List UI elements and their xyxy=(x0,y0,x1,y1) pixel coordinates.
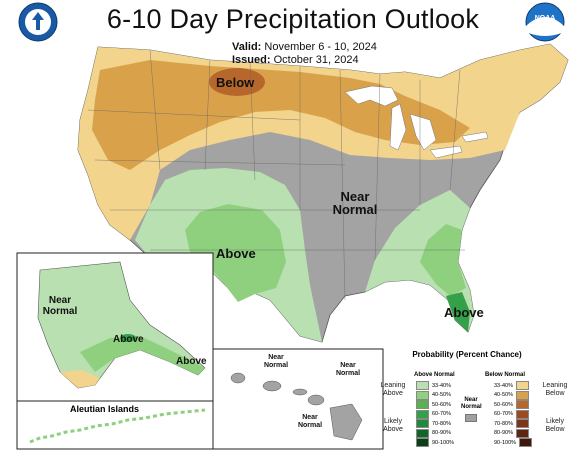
legend-below-row: 40-50% xyxy=(494,390,529,400)
legend-above-row: 60-70% xyxy=(416,409,451,419)
legend-below-row: 50-60% xyxy=(494,400,529,409)
legend-below-swatch xyxy=(515,419,529,428)
valid-dates: November 6 - 10, 2024 xyxy=(264,41,377,53)
hawaii-label-2: Near Normal xyxy=(335,362,361,377)
legend-below-range: 80-90% xyxy=(494,430,513,436)
legend-below-swatch xyxy=(519,438,533,447)
legend-above-swatch xyxy=(416,438,429,447)
legend-likely-below: Likely Below xyxy=(545,418,565,433)
legend-title: Probability (Percent Chance) xyxy=(412,350,522,359)
above-40-50-sw xyxy=(185,204,286,302)
great-lakes xyxy=(344,85,489,159)
noaa-logo-icon: NOAA xyxy=(525,2,565,42)
legend-above-range: 80-90% xyxy=(432,430,451,436)
above-40-50-se xyxy=(420,224,466,296)
legend-above-row: 50-60% xyxy=(416,400,451,409)
issued-date: October 31, 2024 xyxy=(273,54,359,66)
legend-above-swatch xyxy=(416,390,429,400)
legend-below-range: 33-40% xyxy=(494,382,513,389)
legend-below-range: 50-60% xyxy=(494,401,513,408)
legend-above-range: 50-60% xyxy=(432,401,451,408)
alaska-label-above-2: Above xyxy=(176,356,207,367)
map-label-above-se: Above xyxy=(444,305,484,320)
legend-below-swatch xyxy=(515,428,529,438)
legend-below-swatch xyxy=(515,400,529,409)
aleutian-chain xyxy=(29,408,206,444)
alaska-above-core xyxy=(120,334,136,342)
alaska-leaning-below xyxy=(60,370,100,388)
legend-near-normal: Near Normal xyxy=(461,397,482,410)
legend-near-normal-swatch xyxy=(465,414,477,422)
legend-below-row: 70-80% xyxy=(494,419,529,428)
legend-above-swatch xyxy=(416,419,429,428)
aleutian-label: Aleutian Islands xyxy=(70,404,140,414)
alaska-label-above-1: Above xyxy=(113,334,144,345)
legend-below-row: 33-40% xyxy=(494,381,529,390)
legend-below-swatch xyxy=(515,390,529,400)
legend-above-swatch xyxy=(416,381,429,390)
legend-below-range: 70-80% xyxy=(494,420,513,427)
legend-below-range: 60-70% xyxy=(494,411,513,417)
legend-above-range: 40-50% xyxy=(432,392,451,398)
svg-text:NOAA: NOAA xyxy=(535,15,556,22)
legend-below-header: Below Normal xyxy=(485,372,526,378)
legend-above-range: 33-40% xyxy=(432,382,451,389)
legend-leaning-above: Leaning Above xyxy=(380,382,406,397)
date-block: Valid: November 6 - 10, 2024 Issued: Oct… xyxy=(232,41,377,67)
legend-below-range: 90-100% xyxy=(494,439,517,446)
legend-above-row: 40-50% xyxy=(416,390,451,400)
legend-below-swatch xyxy=(515,409,529,419)
legend-above-row: 33-40% xyxy=(416,381,451,390)
page-title: 6-10 Day Precipitation Outlook xyxy=(106,4,480,34)
legend-above-range: 90-100% xyxy=(432,439,455,446)
hawaii-islands xyxy=(230,372,363,441)
legend-above-row: 80-90% xyxy=(416,428,451,438)
hawaii-label-3: Near Normal xyxy=(297,414,323,429)
legend-above-swatch xyxy=(416,400,429,409)
alaska-label-near-normal: Near Normal xyxy=(42,295,78,317)
doc-seal-icon xyxy=(18,2,58,42)
valid-label: Valid: xyxy=(232,41,262,53)
legend-below-swatch xyxy=(515,381,529,390)
above-50-60-fl xyxy=(446,292,470,332)
hawaii-label-1: Near Normal xyxy=(263,354,289,369)
legend-below-row: 90-100% xyxy=(494,438,533,447)
legend-below-row: 60-70% xyxy=(494,409,529,419)
legend-above-row: 70-80% xyxy=(416,419,451,428)
legend-above-row: 90-100% xyxy=(416,438,454,447)
legend-above-header: Above Normal xyxy=(414,372,455,378)
issued-label: Issued: xyxy=(232,54,271,66)
legend-above-swatch xyxy=(416,428,429,438)
legend-leaning-below: Leaning Below xyxy=(542,382,568,397)
map-label-below: Below xyxy=(216,75,255,90)
map-label-above-sw: Above xyxy=(216,246,256,261)
legend-below-row: 80-90% xyxy=(494,428,529,438)
aleutian-inset-frame xyxy=(16,400,214,450)
legend-likely-above: Likely Above xyxy=(383,418,403,433)
alaska-above-region xyxy=(80,336,205,375)
map-label-near-normal: Near Normal xyxy=(332,189,378,217)
legend-below-range: 40-50% xyxy=(494,392,513,398)
legend-above-range: 70-80% xyxy=(432,420,451,427)
legend-above-range: 60-70% xyxy=(432,411,451,417)
state-borders xyxy=(87,49,465,301)
legend-above-swatch xyxy=(416,409,429,419)
